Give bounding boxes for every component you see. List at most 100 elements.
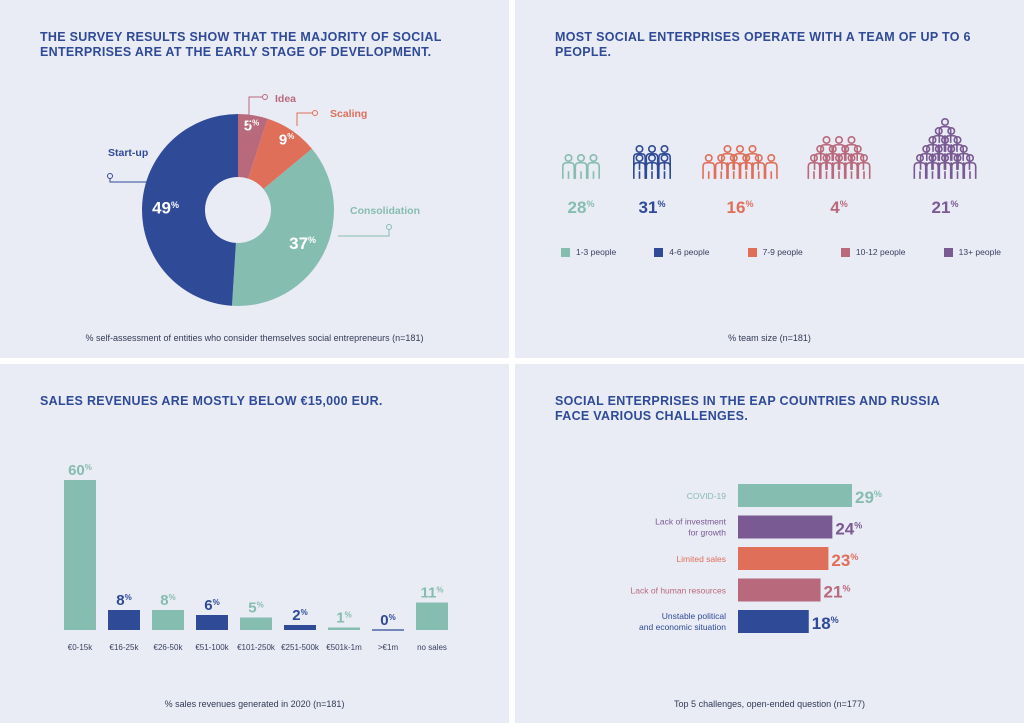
challenges-panel: SOCIAL ENTERPRISES IN THE EAP COUNTRIES …	[515, 364, 1024, 723]
person-icon-head	[847, 153, 856, 163]
revenue-category: €101-250k	[237, 643, 276, 652]
donut-slice-consolidation	[231, 148, 334, 307]
donut-value-scaling: 9%	[279, 131, 294, 148]
stage-panel: THE SURVEY RESULTS SHOW THAT THE MAJORIT…	[0, 0, 509, 358]
leader-line	[338, 229, 390, 237]
revenue-value: 11%	[421, 585, 444, 602]
revenue-bar	[108, 610, 140, 630]
revenue-title: SALES REVENUES ARE MOSTLY BELOW €15,000 …	[40, 394, 383, 408]
challenge-bar	[738, 484, 852, 507]
legend-label: 13+ people	[958, 247, 1001, 257]
revenue-value: 0%	[380, 612, 395, 629]
legend-label: 7-9 people	[762, 247, 803, 257]
legend-swatch	[654, 247, 664, 257]
person-icon-head	[859, 153, 869, 163]
person-icon-head	[660, 144, 669, 154]
donut-label-scaling: Scaling	[330, 108, 367, 120]
challenge-value: 29%	[855, 488, 882, 507]
leader-dot	[386, 224, 392, 230]
person-icon-head	[940, 135, 950, 145]
person-icon-head	[729, 153, 738, 163]
challenge-label: Unstable political	[662, 611, 726, 621]
legend-item: 1-3 people	[561, 247, 616, 257]
person-icon-body	[633, 161, 646, 179]
person-icon-head	[704, 153, 713, 163]
people-icon-group	[633, 144, 671, 179]
challenges-title: SOCIAL ENTERPRISES IN THE EAP COUNTRIES …	[555, 394, 940, 423]
person-icon-head	[940, 153, 950, 163]
person-icon-body	[714, 161, 728, 179]
revenue-value: 6%	[204, 597, 219, 614]
legend-swatch	[747, 247, 757, 257]
revenue-bar	[284, 625, 316, 630]
team-legend: 1-3 people 4-6 people 7-9 people 10-12 peop…	[561, 247, 1001, 257]
team-value: 21%	[932, 198, 959, 217]
donut-label-idea: Idea	[275, 93, 296, 105]
person-icon-body	[574, 161, 588, 179]
revenue-category: €51-100k	[195, 643, 229, 652]
person-icon-head	[934, 126, 943, 136]
legend-label: 4-6 people	[669, 247, 710, 257]
person-icon-head	[822, 153, 831, 163]
person-icon-head	[940, 117, 950, 127]
revenue-category: €251-500k	[281, 643, 320, 652]
person-icon-head	[953, 135, 962, 145]
person-icon-body	[926, 161, 939, 179]
person-icon-body	[951, 161, 964, 179]
stage-donut-chart: 5% Idea 9% Scaling 37% Consolidation 49% Start-…	[107, 93, 420, 307]
person-icon-head	[589, 153, 598, 163]
revenue-bar	[64, 480, 96, 630]
challenge-bar	[738, 515, 833, 539]
person-icon-body	[633, 152, 646, 170]
challenge-value: 18%	[812, 614, 839, 633]
person-icon-head	[767, 153, 776, 163]
revenue-bar	[196, 615, 228, 630]
donut-slice-scaling	[248, 118, 312, 189]
leader-line	[248, 96, 263, 126]
challenge-bar	[738, 547, 829, 570]
person-icon-head	[965, 153, 975, 163]
stage-footnote: % self-assessment of entities who consid…	[85, 333, 424, 343]
revenue-value: 8%	[160, 592, 175, 609]
challenge-label: Lack of human resources	[631, 586, 726, 596]
challenge-label: and economic situation	[639, 622, 726, 632]
team-title: MOST SOCIAL ENTERPRISES OPERATE WITH A T…	[555, 30, 971, 59]
legend-item: 7-9 people	[747, 247, 803, 257]
team-value: 16%	[727, 198, 754, 217]
person-icon-head	[922, 144, 931, 154]
person-icon-head	[928, 135, 937, 145]
donut-value-start-up: 49%	[152, 199, 179, 218]
person-icon-body	[658, 152, 671, 170]
person-icon-body	[764, 161, 778, 179]
legend-swatch	[943, 247, 953, 257]
legend-label: 1-3 people	[576, 247, 617, 257]
person-icon-head	[853, 144, 862, 154]
challenge-bar	[738, 610, 809, 633]
person-icon-head	[847, 135, 856, 145]
legend-swatch	[840, 247, 850, 257]
person-icon-body	[857, 161, 871, 179]
challenge-value: 24%	[835, 520, 862, 539]
person-icon-head	[959, 144, 968, 154]
revenue-category: €16-25k	[110, 643, 140, 652]
revenue-value: 60%	[68, 462, 92, 479]
person-icon-body	[913, 161, 927, 179]
donut-value-idea: 5%	[244, 118, 259, 135]
leader-line	[296, 112, 313, 126]
person-icon-head	[928, 153, 937, 163]
revenue-bar	[416, 602, 448, 630]
revenue-value: 2%	[292, 607, 307, 624]
people-icon-group	[913, 117, 977, 179]
person-icon-head	[841, 144, 850, 154]
revenue-bar	[328, 627, 360, 630]
revenue-footnote: % sales revenues generated in 2020 (n=18…	[164, 699, 345, 709]
person-icon-body	[820, 161, 833, 179]
challenge-label: for growth	[688, 528, 726, 538]
person-icon-body	[752, 161, 766, 179]
challenge-value: 23%	[831, 551, 858, 570]
person-icon-head	[834, 135, 844, 145]
challenge-label: Limited sales	[676, 554, 726, 564]
person-icon-body	[562, 161, 575, 179]
person-icon-head	[660, 153, 669, 163]
